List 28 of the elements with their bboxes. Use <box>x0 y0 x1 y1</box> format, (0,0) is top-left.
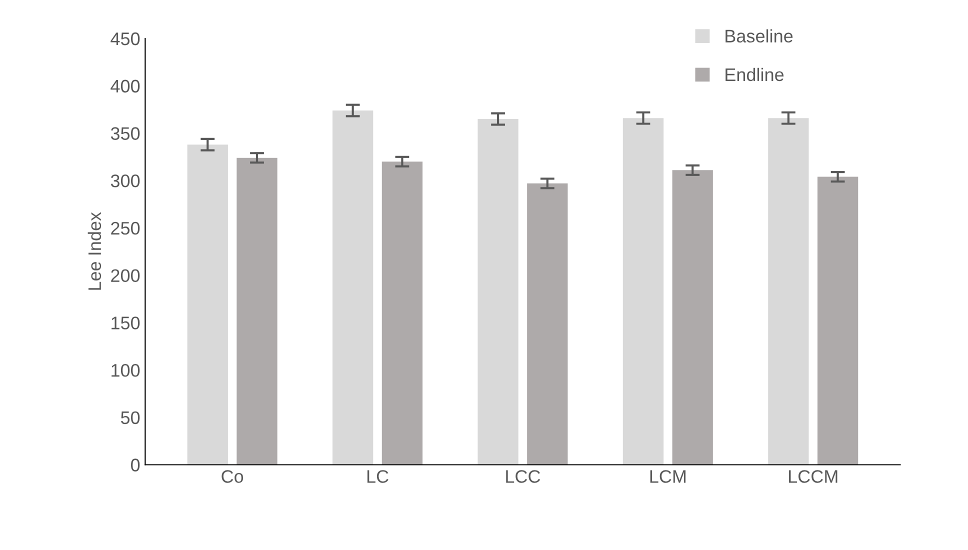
legend-label: Baseline <box>726 29 793 43</box>
bar <box>332 110 374 465</box>
bar <box>817 176 858 465</box>
bar <box>527 183 568 465</box>
bar <box>672 170 713 465</box>
y-tick-label: 400 <box>110 80 140 93</box>
y-tick-label: 250 <box>111 222 140 235</box>
bar <box>236 158 278 465</box>
y-axis-title: Lee Index <box>88 212 102 290</box>
y-tick-label: 450 <box>110 32 140 46</box>
x-tick-label: LCC <box>506 470 540 483</box>
y-tick-label: 350 <box>110 127 140 140</box>
bar <box>382 162 423 465</box>
legend-label: Endline <box>726 68 784 82</box>
bar <box>768 118 809 465</box>
y-tick-label: 150 <box>112 316 140 330</box>
y-tick-label: 0 <box>131 458 140 472</box>
x-tick-label: Co <box>222 470 244 483</box>
y-tick-label: 50 <box>120 411 140 424</box>
y-tick-label: 100 <box>112 364 140 377</box>
bar <box>187 144 228 465</box>
x-tick-label: LCCM <box>789 470 838 483</box>
bar <box>478 119 518 465</box>
bar <box>622 118 664 465</box>
y-tick-label: 200 <box>111 269 140 282</box>
x-tick-label: LCM <box>650 470 686 483</box>
y-tick-label: 300 <box>110 174 140 188</box>
x-tick-label: LC <box>367 470 388 483</box>
